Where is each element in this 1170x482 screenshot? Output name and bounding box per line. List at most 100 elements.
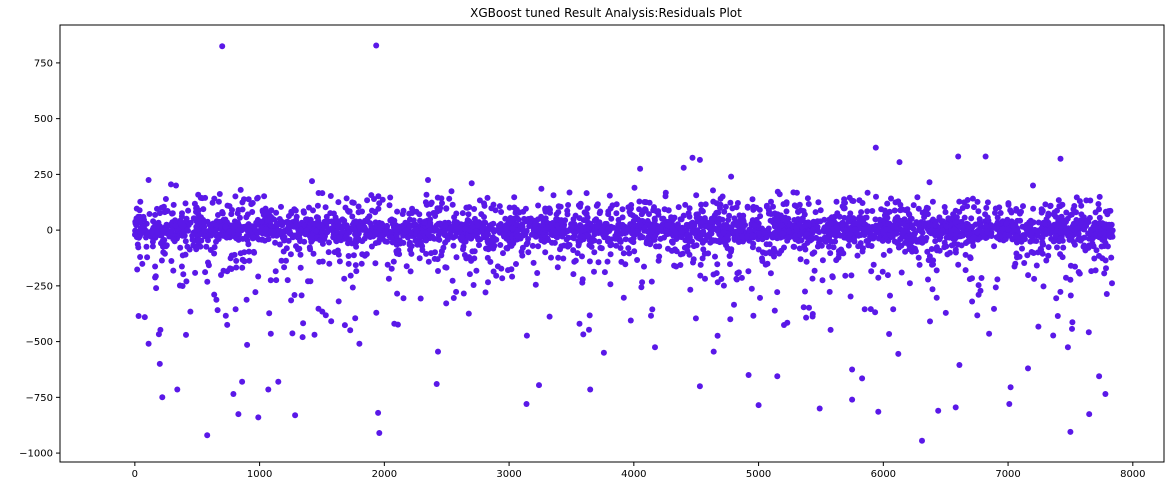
data-point — [285, 237, 292, 244]
data-point — [506, 204, 513, 211]
data-point — [892, 199, 899, 206]
data-point — [579, 276, 586, 283]
data-point — [1054, 313, 1061, 319]
outlier-point — [265, 386, 272, 393]
data-point — [272, 239, 279, 246]
data-point — [284, 277, 291, 284]
data-point — [677, 251, 684, 258]
data-point — [734, 222, 740, 229]
outlier-point — [156, 360, 163, 367]
data-point — [226, 228, 233, 235]
data-point — [928, 246, 935, 252]
outlier-point — [956, 362, 963, 368]
data-point — [963, 239, 970, 246]
data-point — [842, 272, 849, 279]
data-point — [484, 194, 491, 201]
outlier-point — [1057, 155, 1064, 162]
data-point — [231, 223, 238, 230]
data-point — [297, 251, 304, 258]
data-point — [759, 258, 766, 264]
data-point — [459, 234, 466, 241]
data-point — [511, 194, 518, 201]
data-point — [641, 263, 647, 270]
data-point — [970, 242, 977, 249]
data-point — [168, 258, 175, 264]
data-point — [671, 214, 678, 221]
data-point — [1057, 229, 1064, 236]
data-point — [291, 292, 298, 298]
data-point — [389, 221, 396, 228]
data-point — [615, 227, 621, 234]
data-point — [678, 234, 685, 241]
outlier-point — [689, 154, 696, 161]
outlier-point — [895, 350, 902, 357]
outlier-point — [696, 383, 703, 390]
data-point — [328, 318, 335, 325]
data-point — [809, 250, 816, 257]
data-point — [350, 252, 357, 259]
data-point — [423, 237, 430, 244]
data-point — [698, 207, 705, 213]
data-point — [785, 234, 792, 241]
x-tick-label: 2000 — [372, 469, 397, 480]
data-point — [195, 237, 202, 243]
data-point — [727, 225, 734, 232]
data-point — [202, 194, 209, 201]
x-tick-label: 1000 — [247, 469, 272, 480]
data-point — [339, 216, 346, 223]
data-point — [434, 256, 441, 263]
data-point — [135, 234, 142, 241]
data-point — [192, 244, 199, 251]
data-point — [319, 233, 325, 240]
plot-frame — [59, 24, 1165, 463]
data-point — [449, 201, 456, 208]
data-point — [513, 207, 520, 214]
data-point — [233, 257, 240, 264]
data-point — [705, 250, 712, 257]
data-point — [1010, 222, 1017, 229]
data-point — [1013, 207, 1020, 214]
data-point — [273, 209, 280, 216]
data-point — [859, 200, 866, 206]
data-point — [299, 334, 306, 341]
data-point — [548, 254, 554, 261]
data-point — [749, 244, 756, 251]
data-point — [967, 254, 974, 261]
data-point — [958, 242, 965, 249]
data-point — [266, 310, 273, 317]
data-point — [657, 235, 664, 242]
data-point — [254, 235, 261, 242]
data-point — [687, 286, 694, 293]
data-point — [183, 278, 190, 285]
data-point — [797, 256, 804, 263]
data-point — [243, 296, 250, 303]
data-point — [1005, 200, 1012, 207]
data-point — [915, 254, 922, 261]
data-point — [478, 211, 485, 218]
data-point — [893, 230, 900, 237]
data-point — [349, 213, 356, 220]
data-point — [499, 275, 506, 282]
data-point — [605, 211, 612, 218]
outlier-point — [1006, 401, 1013, 407]
data-point — [648, 312, 654, 319]
data-point — [268, 207, 275, 214]
data-point — [534, 270, 541, 276]
data-point — [577, 223, 584, 229]
data-point — [977, 221, 984, 228]
data-point — [607, 251, 614, 258]
data-point — [991, 243, 998, 250]
data-point — [412, 226, 419, 233]
data-point — [283, 257, 289, 264]
outlier-point — [219, 43, 226, 50]
data-point — [496, 203, 503, 210]
data-point — [460, 246, 466, 253]
scatter-points — [132, 42, 1116, 444]
data-point — [490, 226, 497, 233]
outlier-point — [680, 164, 687, 171]
data-point — [601, 269, 608, 276]
data-point — [952, 235, 959, 242]
data-point — [1092, 224, 1099, 231]
data-point — [649, 306, 656, 313]
data-point — [182, 251, 189, 258]
